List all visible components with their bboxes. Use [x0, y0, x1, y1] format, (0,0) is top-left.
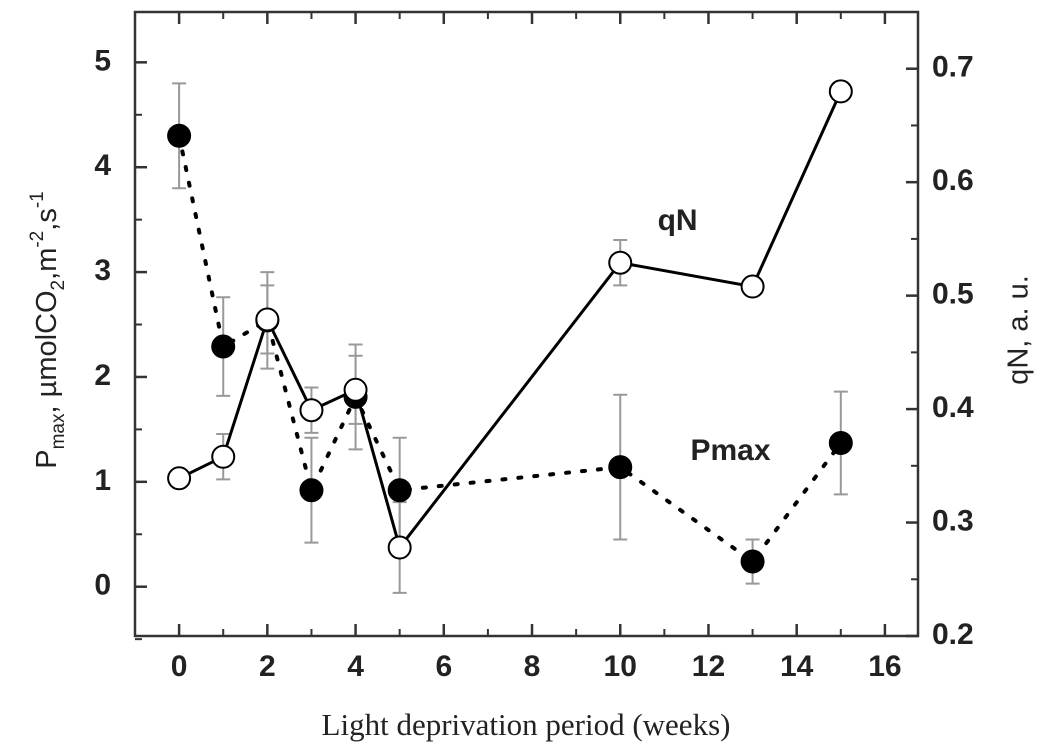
x-tick-label: 8	[524, 650, 541, 683]
marker	[740, 549, 765, 574]
y-tick-label: 3	[94, 254, 111, 287]
x-tick-label: 2	[259, 650, 276, 683]
y-label-part: ,s	[31, 208, 63, 231]
marker	[211, 444, 236, 469]
x-tick-label: 10	[604, 650, 637, 683]
y-tick-label: 1	[94, 464, 111, 497]
marker	[387, 478, 412, 503]
annotation: qN	[658, 204, 698, 237]
y2-tick-label: 0.3	[932, 504, 974, 537]
x-tick-label: 0	[171, 650, 188, 683]
marker	[828, 79, 853, 104]
marker	[211, 334, 236, 359]
y-label-part: P	[31, 449, 63, 468]
y-tick-label: 2	[94, 359, 111, 392]
y-label-part: -1	[27, 191, 48, 208]
y-label-part: max	[48, 413, 69, 449]
y2-tick-label: 0.7	[932, 51, 974, 84]
x-tick-label: 12	[692, 650, 725, 683]
y-label-part: ,m	[31, 248, 63, 280]
y2-tick-label: 0.4	[932, 391, 974, 424]
y-tick-label: 4	[94, 149, 111, 182]
x-tick-label: 14	[780, 650, 814, 683]
x-axis-label: Light deprivation period (weeks)	[322, 707, 731, 742]
marker	[255, 307, 280, 332]
y2-tick-label: 0.6	[932, 164, 974, 197]
marker	[387, 535, 412, 560]
y2-tick-label: 0.5	[932, 278, 974, 311]
y2-tick-label: 0.2	[932, 618, 974, 651]
y-tick-label: 0	[94, 569, 111, 602]
marker	[167, 466, 192, 491]
marker	[740, 274, 765, 299]
annotation: Pmax	[690, 434, 770, 467]
y-label-part: , µmolCO	[31, 290, 63, 413]
plot-frame	[133, 10, 920, 638]
y-tick-label: 5	[94, 44, 111, 77]
y-label-part: -2	[27, 231, 48, 248]
y-label-part: 2	[48, 280, 69, 291]
x-tick-label: 4	[347, 650, 364, 683]
x-tick-label: 16	[868, 650, 901, 683]
y2-axis-label: qN, a. u.	[1003, 275, 1035, 385]
marker	[608, 250, 633, 275]
marker	[608, 455, 633, 480]
marker	[299, 478, 324, 503]
marker	[828, 431, 853, 456]
marker	[299, 398, 324, 423]
x-tick-label: 6	[435, 650, 452, 683]
series-line	[177, 133, 843, 565]
marker	[343, 377, 368, 402]
marker	[167, 123, 192, 148]
y-axis-label: Pmax, µmolCO2,m-2,s-1	[27, 191, 69, 468]
